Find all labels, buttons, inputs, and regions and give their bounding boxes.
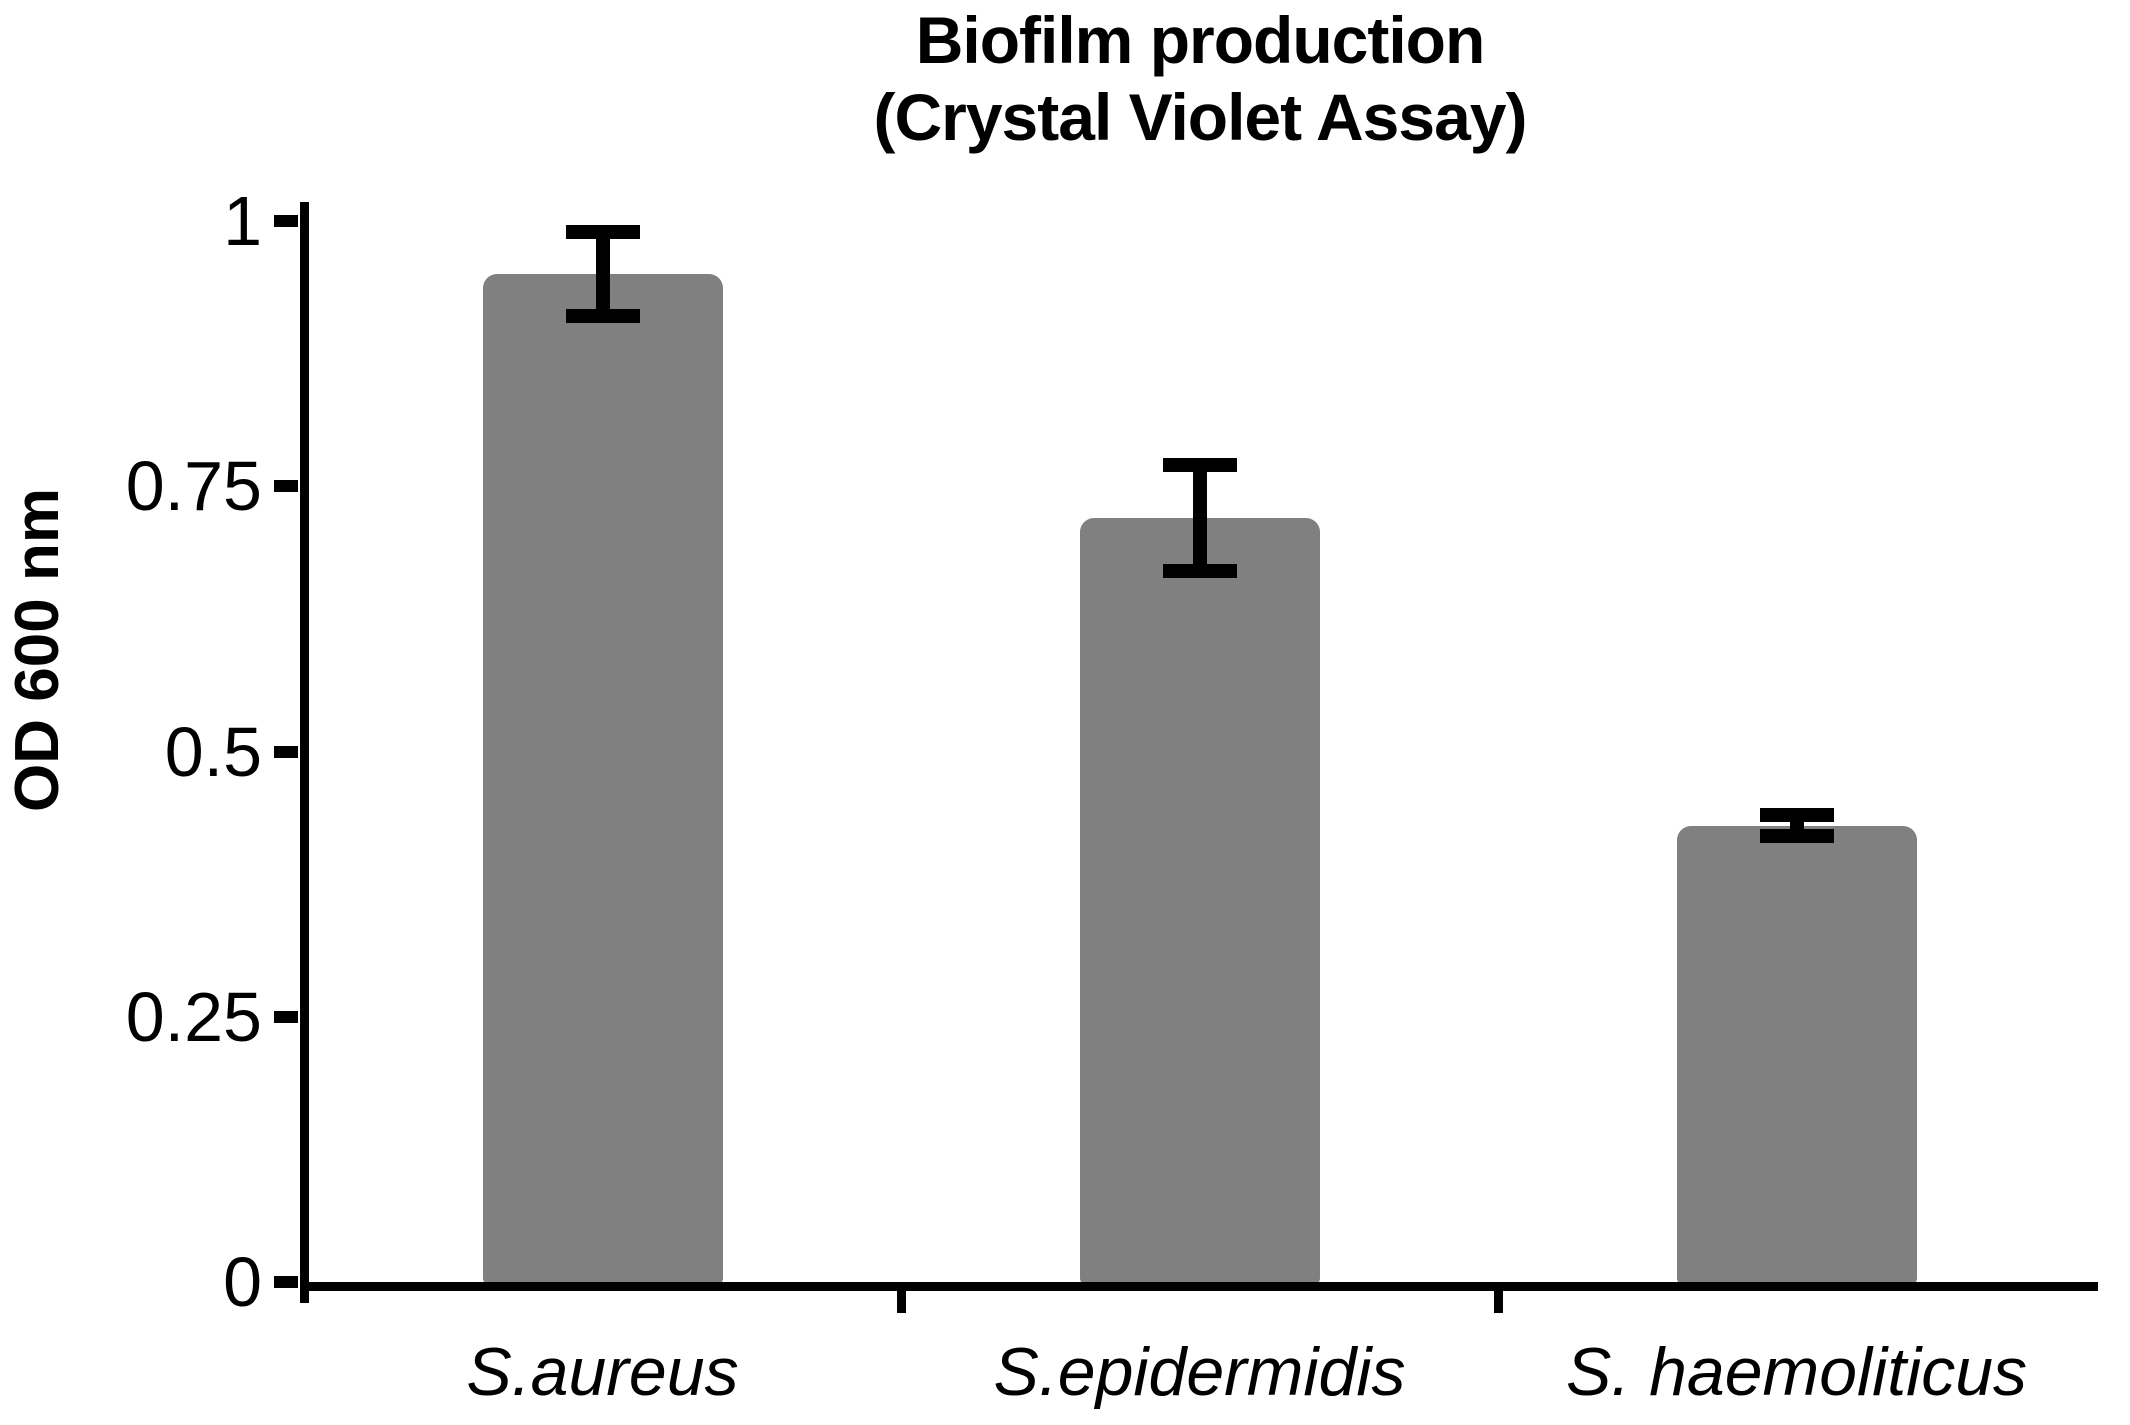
bar-s-aureus — [482, 274, 723, 1286]
x-axis-label-s-haemoliticus: S. haemoliticus — [1565, 1334, 2028, 1410]
error-bar-top-cap-s-aureus — [565, 224, 640, 239]
chart-title-line1: Biofilm production — [915, 3, 1486, 77]
error-bar-bottom-cap-s-haemoliticus — [1759, 829, 1834, 844]
bar-s-epidermidis — [1079, 518, 1320, 1286]
y-axis-line — [300, 202, 309, 1303]
y-tick-mark — [274, 215, 298, 227]
x-axis-line — [300, 1282, 2098, 1291]
x-axis-boundary-tick — [1493, 1282, 1503, 1313]
y-tick-mark — [274, 480, 298, 493]
bar-s-haemoliticus — [1676, 825, 1917, 1286]
error-bar-top-cap-s-epidermidis — [1162, 458, 1237, 473]
y-tick-label: 0 — [223, 1243, 262, 1321]
x-axis-label-s-epidermidis: S.epidermidis — [993, 1334, 1406, 1410]
x-axis-boundary-tick — [896, 1282, 906, 1313]
y-tick-mark — [274, 1276, 298, 1288]
chart-title-line2: (Crystal Violet Assay) — [873, 79, 1528, 154]
y-tick-mark — [274, 745, 298, 758]
error-bar-bottom-cap-s-aureus — [565, 309, 640, 324]
error-bar-top-cap-s-haemoliticus — [1759, 808, 1834, 823]
y-tick-label: 1 — [223, 182, 262, 260]
error-bar-stem-s-epidermidis — [1192, 465, 1207, 572]
y-tick-label: 0.75 — [125, 447, 262, 526]
y-axis-label: OD 600 nm — [3, 488, 72, 812]
y-tick-label: 0.25 — [125, 977, 262, 1056]
error-bar-stem-s-aureus — [595, 231, 610, 317]
chart-title: Biofilm production (Crystal Violet Assay… — [305, 2, 2095, 155]
error-bar-bottom-cap-s-epidermidis — [1162, 564, 1237, 579]
y-tick-mark — [274, 1010, 298, 1023]
y-tick-label: 0.5 — [164, 712, 262, 791]
x-axis-label-s-aureus: S.aureus — [466, 1334, 739, 1410]
